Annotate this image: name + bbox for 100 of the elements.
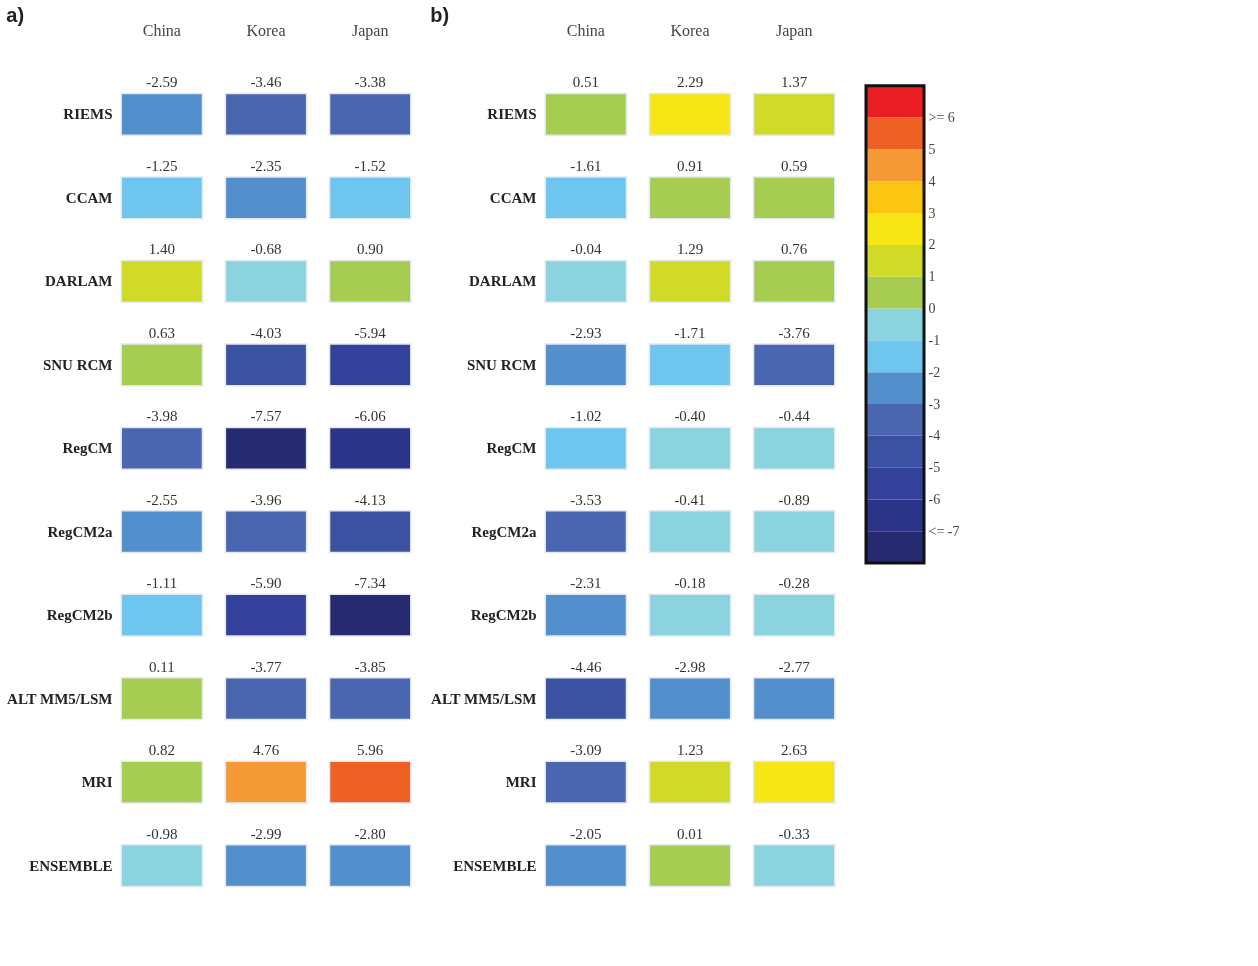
data-label: -2.99 <box>250 825 282 842</box>
data-label: -5.90 <box>250 575 282 592</box>
data-label: 2.63 <box>781 742 808 759</box>
y-tick-label: RegCM2b <box>46 607 113 624</box>
data-label: -2.59 <box>146 74 178 91</box>
data-label: 1.23 <box>676 742 704 759</box>
color-bar-label: -6 <box>928 491 941 507</box>
y-tick-label: CCAM <box>65 189 113 206</box>
data-label: -2.05 <box>570 825 602 842</box>
y-tick-label: RIEMS <box>487 106 537 123</box>
data-label: -0.44 <box>778 408 811 425</box>
data-label: -0.98 <box>146 825 178 842</box>
chart-title: b) <box>430 4 450 26</box>
x-tick-label: Japan <box>351 21 389 40</box>
data-label: 0.11 <box>148 658 175 675</box>
data-label: -1.11 <box>146 575 178 592</box>
data-label: -3.85 <box>354 658 386 675</box>
data-label: 0.59 <box>781 157 808 174</box>
y-tick-label: ENSEMBLE <box>29 857 113 874</box>
data-label: -2.35 <box>250 157 282 174</box>
data-label: -0.33 <box>778 825 810 842</box>
data-label: -3.53 <box>570 491 602 508</box>
color-bar-label: -4 <box>928 428 941 444</box>
color-bar-label: 2 <box>928 237 936 253</box>
data-label: 1.37 <box>781 74 808 91</box>
data-label: -7.34 <box>354 575 387 592</box>
color-bar-label: 1 <box>928 269 936 285</box>
y-tick-label: RegCM <box>62 440 113 457</box>
data-label: -2.31 <box>570 575 602 592</box>
data-label: -1.25 <box>146 157 178 174</box>
data-label: -3.77 <box>250 658 283 675</box>
y-tick-label: ALT MM5/LSM <box>431 690 537 707</box>
data-label: -2.77 <box>778 658 811 675</box>
data-label: -3.09 <box>570 742 602 759</box>
data-label: -1.71 <box>674 324 706 341</box>
data-label: -0.40 <box>674 408 706 425</box>
data-label: -0.68 <box>250 241 282 258</box>
color-bar-label: -1 <box>928 332 941 348</box>
data-label: -1.52 <box>354 157 386 174</box>
data-label: -2.93 <box>570 324 602 341</box>
data-label: 4.76 <box>252 742 280 759</box>
data-label: 0.01 <box>676 825 704 842</box>
y-tick-label: ALT MM5/LSM <box>7 690 113 707</box>
color-bar-label: -3 <box>928 396 941 412</box>
y-tick-label: RIEMS <box>63 106 113 123</box>
y-tick-label: RegCM2a <box>471 523 537 540</box>
data-label: 2.29 <box>676 74 704 91</box>
color-bar-label: >= 6 <box>928 110 955 126</box>
data-label: -1.02 <box>570 408 602 425</box>
color-bar-label: 4 <box>928 173 936 189</box>
y-tick-label: DARLAM <box>45 273 113 290</box>
x-tick-label: Korea <box>670 21 710 39</box>
data-label: 0.63 <box>148 324 175 341</box>
y-tick-label: MRI <box>81 774 113 791</box>
y-tick-label: RegCM2a <box>47 523 113 540</box>
data-label: 1.29 <box>676 241 704 258</box>
data-label: -6.06 <box>354 408 387 425</box>
x-tick-label: Japan <box>775 21 813 40</box>
data-label: -3.46 <box>250 74 283 91</box>
data-label: 0.91 <box>676 157 704 174</box>
data-label: -4.13 <box>354 491 386 508</box>
data-label: -3.96 <box>250 491 283 508</box>
data-label: -0.04 <box>570 241 602 258</box>
data-label: -3.98 <box>146 408 178 425</box>
y-tick-label: MRI <box>505 774 537 791</box>
data-label: 5.96 <box>357 742 384 759</box>
data-label: -2.55 <box>146 491 178 508</box>
y-tick-label: RegCM2b <box>470 607 537 624</box>
data-label: -0.41 <box>674 491 706 508</box>
data-label: -5.94 <box>354 324 387 341</box>
data-label: 0.82 <box>148 742 175 759</box>
chart-title: a) <box>6 4 25 26</box>
data-label: -2.98 <box>674 658 706 675</box>
color-bar-label: -5 <box>928 460 941 476</box>
x-tick-label: Korea <box>246 21 286 39</box>
data-label: -4.03 <box>250 324 282 341</box>
data-label: 0.90 <box>357 241 384 258</box>
data-label: -4.46 <box>570 658 602 675</box>
x-tick-label: China <box>566 21 605 39</box>
y-tick-label: ENSEMBLE <box>453 857 537 874</box>
y-tick-label: SNU RCM <box>466 356 537 373</box>
y-tick-label: RegCM <box>486 440 537 457</box>
x-tick-label: China <box>142 21 181 39</box>
data-label: -3.38 <box>354 74 386 91</box>
color-bar-label: 3 <box>928 205 936 221</box>
data-label: 1.40 <box>148 241 175 258</box>
y-tick-label: CCAM <box>489 189 537 206</box>
data-label: -0.89 <box>778 491 810 508</box>
data-label: -2.80 <box>354 825 386 842</box>
y-tick-label: DARLAM <box>469 273 537 290</box>
data-label: -0.18 <box>674 575 706 592</box>
y-tick-label: SNU RCM <box>42 356 113 373</box>
color-bar-label: 5 <box>928 141 936 157</box>
data-label: -0.28 <box>778 575 810 592</box>
data-label: -3.76 <box>778 324 811 341</box>
color-bar-label: -2 <box>928 364 941 380</box>
data-label: 0.51 <box>572 74 599 91</box>
data-label: 0.76 <box>781 241 808 258</box>
color-bar-label: 0 <box>928 301 936 317</box>
data-label: -7.57 <box>250 408 283 425</box>
